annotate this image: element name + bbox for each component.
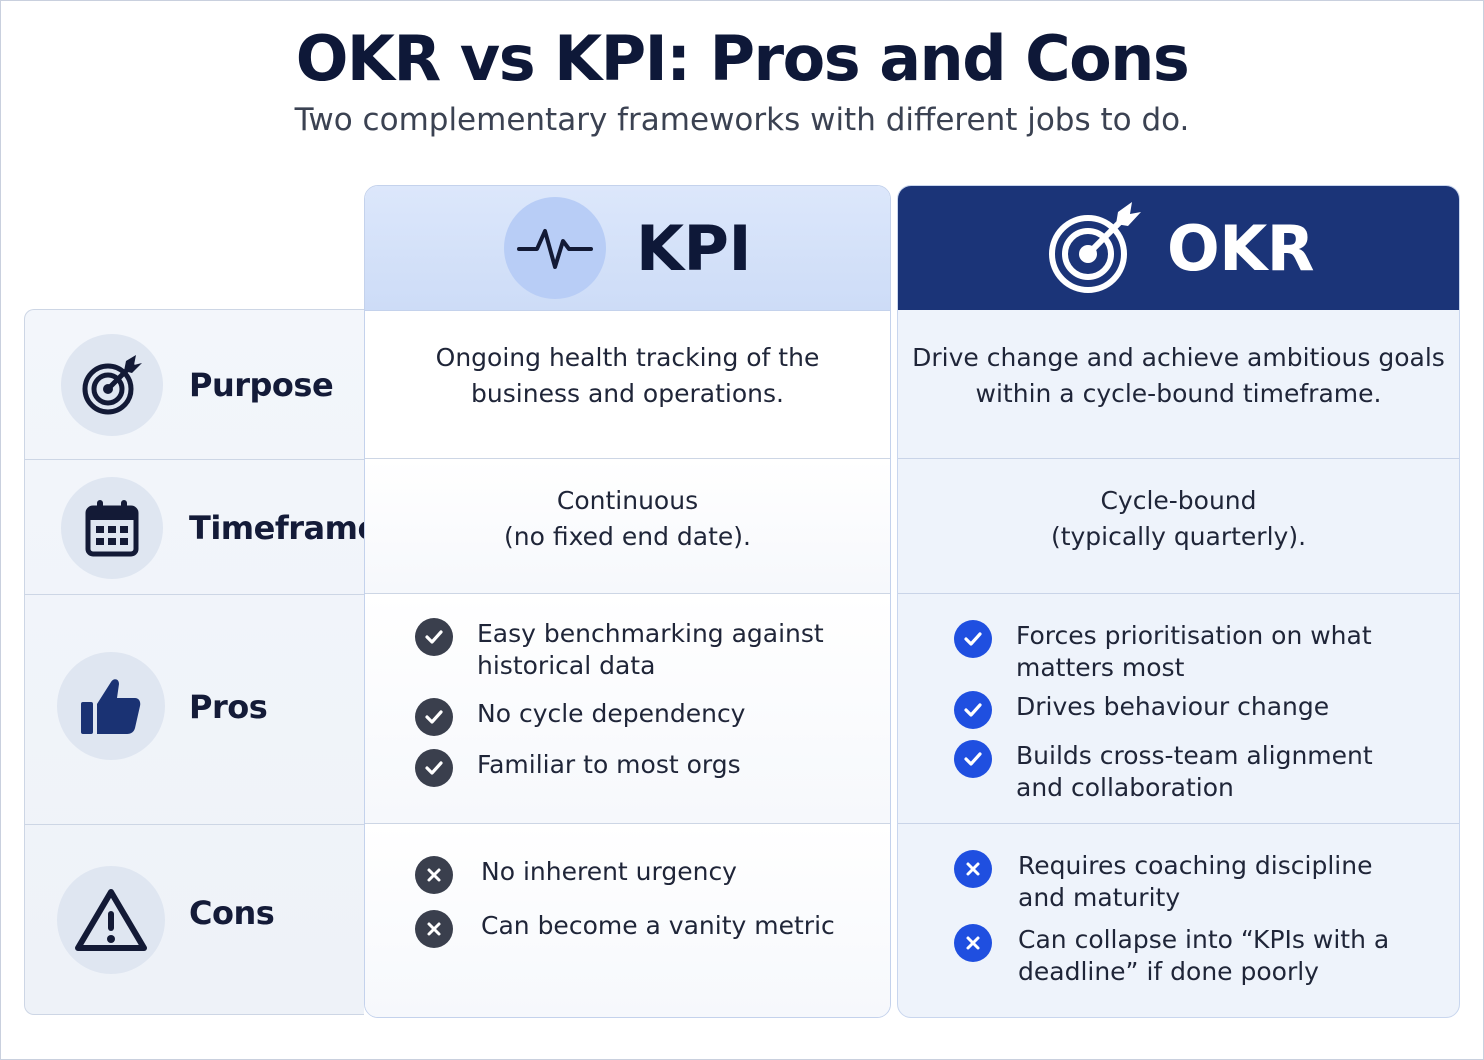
text-line: Familiar to most orgs [477,750,741,779]
list-item: No cycle dependency [415,698,745,736]
row-label-purpose: Purpose [25,310,365,460]
text-line: Can become a vanity metric [481,911,835,940]
text-line: No cycle dependency [477,699,746,728]
text-line: Can collapse into “KPIs with a [1018,925,1390,954]
check-icon [415,698,453,736]
check-icon [415,749,453,787]
list-item: Forces prioritisation on what matters mo… [954,620,1372,684]
row-labels-column: Purpose Timeframe Pros [24,309,379,1016]
heartbeat-icon [503,197,606,299]
warning-icon [57,866,165,974]
text-line: Ongoing health tracking of the [435,343,820,372]
kpi-cons-cell: No inherent urgency Can become a vanity … [365,824,890,1017]
text-line: and collaboration [1016,773,1234,802]
text-line: (typically quarterly). [1050,522,1307,551]
kpi-purpose-cell: Ongoing health tracking of the business … [365,310,890,459]
text-line: Drive change and achieve ambitious goals [912,343,1445,372]
text-line: deadline” if done poorly [1018,957,1319,986]
okr-cons-cell: Requires coaching discipline and maturit… [898,824,1459,1017]
kpi-column: KPI Ongoing health tracking of the busin… [364,185,891,1018]
list-item: Can become a vanity metric [415,910,835,948]
kpi-timeframe-cell: Continuous (no fixed end date). [365,459,890,594]
okr-pros-cell: Forces prioritisation on what matters mo… [898,594,1459,824]
check-icon [954,740,992,778]
list-item: Requires coaching discipline and maturit… [954,850,1372,914]
list-item: Easy benchmarking against historical dat… [415,618,824,682]
text-line: Requires coaching discipline [1018,851,1373,880]
text-line: Forces prioritisation on what [1016,621,1372,650]
check-icon [954,620,992,658]
text-line: Builds cross-team alignment [1016,741,1373,770]
okr-purpose-text: Drive change and achieve ambitious goals… [898,340,1459,412]
okr-timeframe-text: Cycle-bound (typically quarterly). [898,483,1459,555]
page-title: OKR vs KPI: Pros and Cons [295,22,1190,95]
kpi-purpose-text: Ongoing health tracking of the business … [365,340,890,412]
text-line: Cycle-bound [1100,486,1257,515]
row-label-timeframe: Timeframe [25,459,379,595]
text-line: within a cycle-bound timeframe. [975,379,1382,408]
text-line: No inherent urgency [481,857,737,886]
list-item: Builds cross-team alignment and collabor… [954,740,1373,804]
text-line: and maturity [1018,883,1181,912]
okr-purpose-cell: Drive change and achieve ambitious goals… [898,310,1459,459]
target-icon [61,334,163,436]
okr-column: OKR Drive change and achieve ambitious g… [897,185,1460,1018]
text-line: Easy benchmarking against [477,619,824,648]
text-line: matters most [1016,653,1185,682]
check-icon [954,691,992,729]
list-item: No inherent urgency [415,856,737,894]
kpi-title: KPI [635,211,752,285]
row-label-text: Pros [189,688,268,726]
okr-header: OKR [898,186,1459,310]
row-label-cons: Cons [25,824,365,1016]
list-item: Familiar to most orgs [415,749,741,787]
calendar-icon [61,477,163,579]
kpi-pros-cell: Easy benchmarking against historical dat… [365,594,890,824]
row-label-pros: Pros [25,594,365,825]
kpi-header: KPI [365,186,890,311]
row-label-text: Timeframe [189,509,379,547]
x-icon [954,850,992,888]
list-item: Can collapse into “KPIs with a deadline”… [954,924,1389,988]
text-line: (no fixed end date). [504,522,751,551]
text-line: Drives behaviour change [1016,692,1330,721]
thumbs-up-icon [57,652,165,760]
kpi-timeframe-text: Continuous (no fixed end date). [365,483,890,555]
row-label-text: Cons [189,894,275,932]
okr-timeframe-cell: Cycle-bound (typically quarterly). [898,459,1459,594]
check-icon [415,618,453,656]
page-subtitle: Two complementary frameworks with differ… [294,102,1190,138]
x-icon [954,924,992,962]
text-line: business and operations. [471,379,784,408]
target-arrow-icon [1043,197,1145,299]
list-item: Drives behaviour change [954,691,1329,729]
text-line: historical data [477,651,656,680]
text-line: Continuous [556,486,699,515]
okr-title: OKR [1167,211,1315,285]
row-label-text: Purpose [189,366,334,404]
x-icon [415,910,453,948]
x-icon [415,856,453,894]
